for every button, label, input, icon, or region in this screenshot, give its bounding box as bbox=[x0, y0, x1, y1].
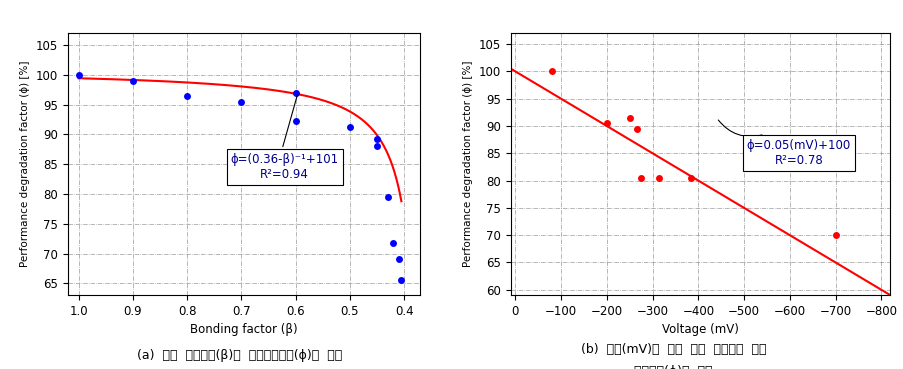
Point bbox=[651, 175, 666, 181]
Point bbox=[391, 256, 405, 262]
Text: ϕ=(0.36-β)⁻¹+101
R²=0.94: ϕ=(0.36-β)⁻¹+101 R²=0.94 bbox=[230, 153, 339, 181]
X-axis label: Bonding factor (β): Bonding factor (β) bbox=[190, 324, 298, 337]
Point bbox=[394, 277, 408, 283]
Point bbox=[71, 72, 86, 78]
Point bbox=[380, 194, 395, 200]
Point bbox=[288, 90, 303, 96]
Point bbox=[386, 240, 400, 246]
Point bbox=[545, 69, 559, 75]
Point bbox=[633, 175, 647, 181]
Point bbox=[599, 120, 613, 126]
Y-axis label: Performance degradation factor (ϕ) [%]: Performance degradation factor (ϕ) [%] bbox=[20, 61, 30, 268]
Point bbox=[622, 115, 637, 121]
Point bbox=[684, 175, 698, 181]
Point bbox=[827, 232, 842, 238]
Point bbox=[234, 99, 248, 105]
Text: ϕ=0.05(mV)+100
R²=0.78: ϕ=0.05(mV)+100 R²=0.78 bbox=[746, 139, 850, 167]
Point bbox=[369, 144, 384, 149]
Point bbox=[288, 118, 303, 124]
Point bbox=[342, 124, 357, 130]
Point bbox=[180, 93, 194, 99]
X-axis label: Voltage (mV): Voltage (mV) bbox=[661, 324, 739, 337]
Text: 저하계수(ϕ)의  관계: 저하계수(ϕ)의 관계 bbox=[634, 365, 712, 369]
Y-axis label: Performance degradation factor (ϕ) [%]: Performance degradation factor (ϕ) [%] bbox=[462, 61, 472, 268]
Point bbox=[126, 78, 140, 84]
Point bbox=[369, 136, 384, 142]
Text: (a)  힙보  접합계수(β)와  성능저하계수(ϕ)의  관계: (a) 힙보 접합계수(β)와 성능저하계수(ϕ)의 관계 bbox=[136, 349, 342, 362]
Point bbox=[628, 126, 643, 132]
Text: (b)  전압(mV)에  따른  평균  전위차와  성능: (b) 전압(mV)에 따른 평균 전위차와 성능 bbox=[580, 343, 766, 356]
